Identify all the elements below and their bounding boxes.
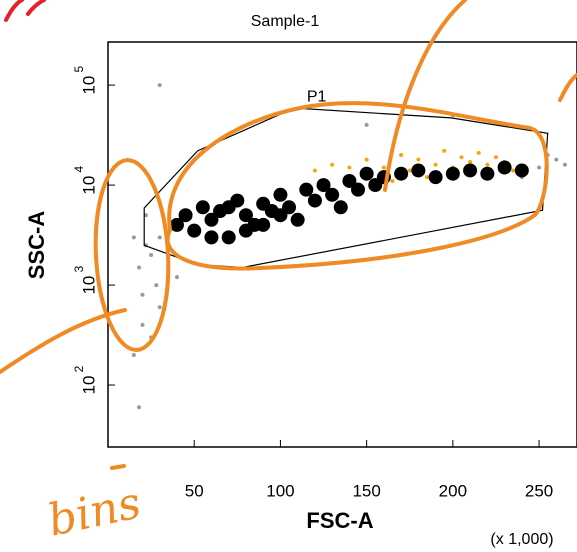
point: [442, 148, 447, 153]
point: [221, 200, 236, 215]
point: [497, 160, 512, 175]
point: [364, 157, 369, 162]
point: [381, 165, 386, 170]
annotation-arrow-top: [383, 0, 467, 192]
point: [137, 405, 142, 410]
point: [290, 212, 305, 227]
point: [238, 208, 253, 223]
point: [351, 182, 366, 197]
annotation-red-stroke: [4, 0, 46, 22]
y-tick-exponent: 3: [72, 265, 86, 272]
point: [359, 166, 374, 181]
point: [325, 187, 340, 202]
point: [169, 217, 184, 232]
point: [333, 200, 348, 215]
point: [485, 162, 490, 167]
point: [511, 168, 516, 173]
annotation-stroke-right: [558, 73, 577, 102]
point: [347, 165, 352, 170]
annotation-text: bins: [44, 477, 146, 546]
point: [256, 217, 271, 232]
y-tick-label: 10: [79, 276, 98, 295]
point: [157, 305, 162, 310]
x-tick-label: 250: [525, 481, 553, 500]
point: [459, 155, 464, 160]
point: [137, 265, 142, 270]
point: [273, 187, 288, 202]
point: [476, 150, 481, 155]
point: [562, 162, 567, 167]
marks: P1: [131, 83, 567, 410]
annotation-circle-left: [93, 158, 171, 352]
x-unit-note: (x 1,000): [490, 531, 553, 548]
point: [364, 122, 369, 127]
x-axis-label: FSC-A: [306, 508, 373, 533]
point: [424, 175, 429, 180]
point: [463, 163, 478, 178]
point: [273, 208, 288, 223]
point: [416, 157, 421, 162]
point: [445, 166, 460, 181]
point: [178, 208, 193, 223]
point: [312, 168, 317, 173]
point: [468, 160, 473, 165]
point: [493, 155, 498, 160]
gate-label: P1: [307, 88, 327, 105]
y-tick-label: 10: [79, 76, 98, 95]
x-tick-label: 200: [439, 481, 467, 500]
annotation-dash: [110, 464, 126, 470]
chart-title: Sample-1: [251, 13, 320, 30]
y-tick-exponent: 2: [72, 365, 86, 372]
point: [204, 230, 219, 245]
point: [154, 283, 159, 288]
point: [131, 235, 136, 240]
handwritten-annotations: [0, 0, 577, 470]
annotation-loop: [165, 101, 549, 271]
point: [480, 166, 495, 181]
point: [514, 163, 529, 178]
point: [554, 157, 559, 162]
point: [433, 162, 438, 167]
point: [140, 292, 145, 297]
point: [307, 193, 322, 208]
point: [149, 252, 154, 257]
point: [157, 83, 162, 88]
point: [428, 170, 443, 185]
point: [187, 223, 202, 238]
point: [131, 352, 136, 357]
y-tick-exponent: 5: [72, 65, 86, 72]
plot-frame: [107, 41, 577, 448]
point: [204, 212, 219, 227]
point: [157, 235, 162, 240]
point: [399, 153, 404, 158]
point: [174, 275, 179, 280]
y-tick-exponent: 4: [72, 165, 86, 172]
point: [394, 166, 409, 181]
point: [195, 200, 210, 215]
annotation-arrow-left: [0, 308, 127, 374]
x-tick-label: 50: [185, 481, 204, 500]
point: [316, 178, 331, 193]
y-axis-label: SSC-A: [24, 211, 49, 280]
y-tick-label: 10: [79, 176, 98, 195]
point: [537, 165, 542, 170]
point: [342, 173, 357, 188]
x-tick-label: 150: [352, 481, 380, 500]
point: [390, 178, 395, 183]
point: [411, 163, 426, 178]
point: [221, 230, 236, 245]
point: [330, 162, 335, 167]
point: [407, 168, 412, 173]
x-tick-label: 100: [266, 481, 294, 500]
point: [238, 223, 253, 238]
point: [143, 213, 148, 218]
y-tick-label: 10: [79, 376, 98, 395]
point: [299, 182, 314, 197]
point: [140, 322, 145, 327]
